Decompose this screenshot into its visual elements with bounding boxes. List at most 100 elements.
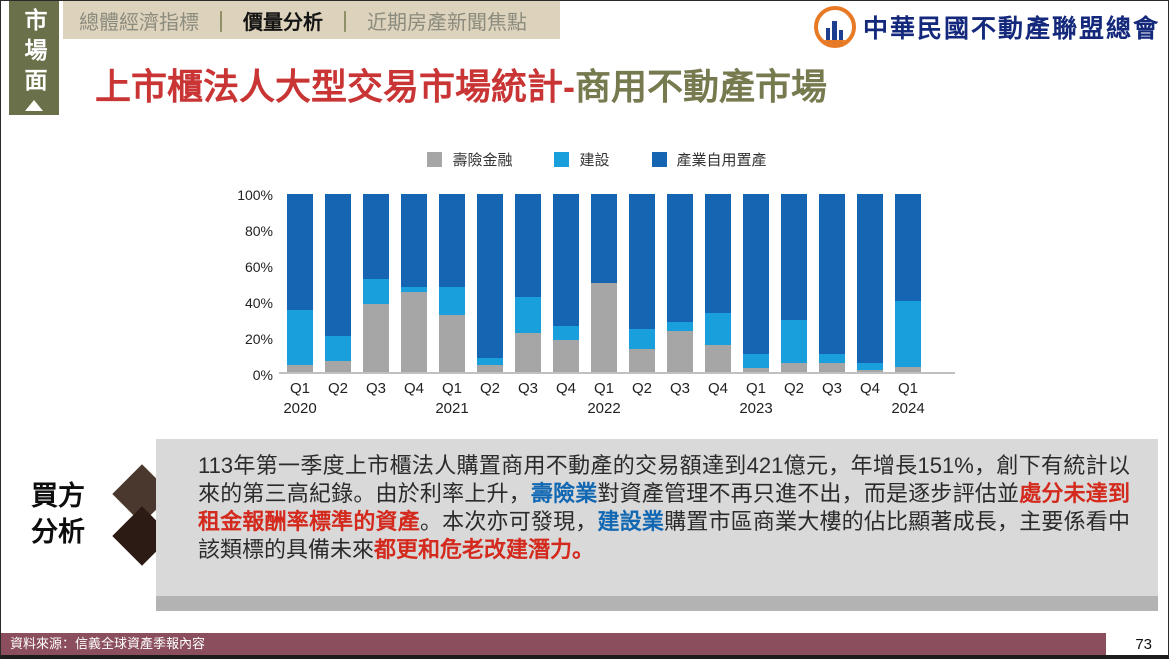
side-tab-market[interactable]: 市場面 (9, 1, 59, 115)
analysis-text: 113年第一季度上市櫃法人購置商用不動產的交易額達到421億元，年增長151%，… (156, 439, 1158, 564)
legend-label: 建設 (579, 152, 610, 169)
plot-area (279, 194, 955, 374)
bar-segment (325, 361, 351, 372)
year-label (716, 400, 720, 417)
year-label: 2021 (435, 400, 469, 417)
analysis-segment-blue: 建設業 (597, 509, 665, 534)
bar-segment (857, 363, 883, 371)
bar-segment (667, 194, 693, 323)
bar-2020-Q2 (325, 194, 351, 372)
year-label: 2020 (283, 400, 317, 417)
bar-2022-Q2 (629, 194, 655, 372)
nav-item-0[interactable]: 總體經濟指標 (79, 11, 199, 34)
stacked-bar-chart: 壽險金融 建設 產業自用置產 100% 80% 60% 40% 20% 0% Q1 2020 Q2… (237, 149, 955, 417)
bar-segment (667, 322, 693, 332)
bar-segment (743, 354, 769, 369)
x-tick: Q2 (325, 380, 351, 417)
year-label (526, 400, 530, 417)
bar-segment (895, 300, 921, 367)
bar-segment (363, 304, 389, 372)
x-tick: Q4 (401, 380, 427, 417)
triangle-up-icon (25, 100, 43, 111)
bar-segment (553, 325, 579, 340)
x-tick: Q4 (553, 380, 579, 417)
bar-segment (477, 357, 503, 365)
x-tick: Q1 2024 (891, 380, 924, 417)
quarter-label: Q1 (897, 380, 918, 397)
y-tick: 100% (237, 187, 273, 203)
bar-segment (781, 194, 807, 321)
bar-segment (743, 368, 769, 372)
org-logo: 中華民國不動產聯盟總會 (813, 6, 1160, 48)
bar-segment (401, 194, 427, 287)
analysis-segment-normal: 113年第一季度上市櫃法人購置商用不動產的交易額達到421億元，年增長151%，… (198, 453, 1130, 506)
chart-body: 100% 80% 60% 40% 20% 0% (237, 187, 955, 383)
bar-segment (591, 194, 617, 283)
bar-2021-Q1 (439, 194, 465, 372)
year-label (374, 400, 378, 417)
nav-item-1[interactable]: 價量分析 (243, 11, 323, 34)
quarter-label: Q1 (441, 380, 462, 397)
legend-swatch (554, 152, 570, 167)
year-label (564, 400, 568, 417)
bar-segment (325, 336, 351, 362)
bar-segment (591, 283, 617, 372)
x-tick: Q4 (857, 380, 883, 417)
quarter-label: Q2 (479, 380, 500, 397)
side-tab-label: 市場面 (21, 8, 47, 98)
bar-segment (325, 194, 351, 337)
bar-segment (401, 286, 427, 292)
x-tick: Q1 2020 (283, 380, 316, 417)
bar-segment (477, 194, 503, 358)
bar-segment (439, 286, 465, 316)
quarter-label: Q4 (707, 380, 728, 397)
bar-segment (515, 194, 541, 298)
x-tick: Q1 2023 (739, 380, 772, 417)
bar-segment (515, 332, 541, 372)
bar-2021-Q3 (515, 194, 541, 372)
bar-2022-Q3 (667, 194, 693, 372)
x-tick: Q3 (515, 380, 541, 417)
x-tick: Q2 (781, 380, 807, 417)
bar-segment (477, 364, 503, 372)
quarter-label: Q3 (365, 380, 386, 397)
bar-segment (629, 329, 655, 349)
y-tick: 0% (252, 367, 273, 383)
bar-segment (705, 313, 731, 346)
x-tick: Q3 (819, 380, 845, 417)
year-label (678, 400, 682, 417)
bar-2020-Q3 (363, 194, 389, 372)
bar-segment (857, 194, 883, 364)
y-axis: 100% 80% 60% 40% 20% 0% (237, 187, 279, 383)
bar-2023-Q2 (781, 194, 807, 372)
bar-segment (287, 364, 313, 372)
bar-segment (553, 339, 579, 372)
bar-2024-Q1 (895, 194, 921, 372)
bar-2022-Q1 (591, 194, 617, 372)
legend-label: 產業自用置產 (676, 152, 767, 169)
nav-item-2[interactable]: 近期房產新聞焦點 (367, 11, 527, 34)
bar-segment (819, 354, 845, 364)
quarter-label: Q3 (517, 380, 538, 397)
bar-segment (401, 291, 427, 372)
page-number: 73 (1135, 636, 1152, 653)
quarter-label: Q1 (289, 380, 310, 397)
bar-segment (819, 363, 845, 372)
analysis-segment-red: 處分未達到租金報酬率標準的資產 (198, 481, 1130, 534)
bar-segment (895, 366, 921, 372)
x-axis-labels: Q1 2020 Q2 Q3 Q4 Q1 2021 Q2 Q3 Q4 Q1 2022 Q2 Q… (283, 380, 955, 417)
x-tick: Q2 (477, 380, 503, 417)
bar-segment (705, 345, 731, 372)
quarter-label: Q3 (821, 380, 842, 397)
bar-segment (743, 194, 769, 355)
bar-segment (553, 194, 579, 326)
y-tick: 60% (244, 259, 273, 275)
bar-segment (287, 309, 313, 365)
page-title-main: 上市櫃法人大型交易市場統計- (95, 66, 575, 107)
x-tick: Q4 (705, 380, 731, 417)
year-label (868, 400, 872, 417)
analysis-segment-normal: 購置市區商業大樓的佔比顯著成長，主要係看中該類標的具備未來 (198, 509, 1130, 562)
top-nav: 總體經濟指標 ｜ 價量分析 ｜ 近期房產新聞焦點 (63, 1, 560, 39)
bar-2021-Q2 (477, 194, 503, 372)
